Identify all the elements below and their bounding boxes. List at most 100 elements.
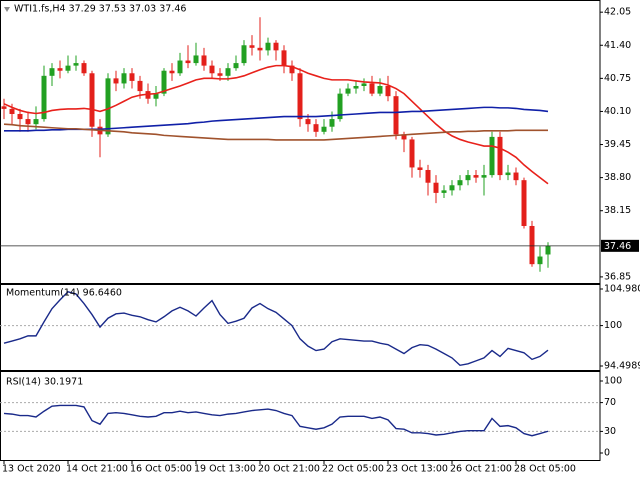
candle-body <box>249 45 255 48</box>
y-tick-label: 30 <box>604 426 616 437</box>
candle-body <box>489 136 495 176</box>
candle-body <box>521 180 527 226</box>
indicator-line <box>3 291 549 367</box>
x-tick-label: 14 Oct 21:00 <box>66 464 128 475</box>
candle-body <box>33 119 39 125</box>
candle-body <box>377 85 383 94</box>
candle-body <box>201 55 207 66</box>
candle-body <box>73 63 79 66</box>
candle-body <box>313 124 319 132</box>
candle-body <box>321 126 327 132</box>
candle-body <box>25 119 31 125</box>
x-tick-label: 20 Oct 21:00 <box>258 464 320 475</box>
candle-body <box>217 73 223 76</box>
y-tick-label: 100 <box>604 376 622 387</box>
candle-body <box>497 136 503 176</box>
candle-body <box>529 225 535 265</box>
candle-body <box>545 245 551 255</box>
y-tick-label: 0 <box>604 448 610 459</box>
y-tick-label: 94.4989 <box>604 361 640 372</box>
candle-body <box>241 45 247 64</box>
candle-body <box>65 65 71 71</box>
price-box <box>601 239 639 252</box>
price-label: 37.46 <box>604 241 631 252</box>
candle-body <box>449 185 455 191</box>
candle-body <box>393 96 399 135</box>
candle-body <box>369 83 375 94</box>
panel-frame <box>0 284 601 371</box>
symbol-icon <box>4 7 10 12</box>
x-tick-label: 22 Oct 05:00 <box>322 464 384 475</box>
candle-body <box>233 63 239 69</box>
candle-body <box>225 68 231 76</box>
y-tick-label: 38.15 <box>604 205 631 216</box>
candle-body <box>473 175 479 178</box>
candle-body <box>465 175 471 181</box>
panel-title: RSI(14) 30.1971 <box>6 377 83 388</box>
candle-body <box>537 256 543 265</box>
candle-body <box>105 78 111 135</box>
y-tick-label: 41.40 <box>604 40 631 51</box>
candle-body <box>81 63 87 74</box>
x-tick-label: 13 Oct 2020 <box>2 464 61 475</box>
x-tick-label: 23 Oct 13:00 <box>386 464 448 475</box>
candle-body <box>153 93 159 99</box>
candle-body <box>209 65 215 74</box>
candle-body <box>185 60 191 64</box>
candle-body <box>505 172 511 176</box>
candle-body <box>361 83 367 86</box>
candle-body <box>289 65 295 74</box>
candle-body <box>17 113 23 120</box>
candle-body <box>129 73 135 81</box>
candle-body <box>169 70 175 74</box>
candle-body <box>337 93 343 120</box>
y-tick-label: 42.05 <box>604 7 631 18</box>
candle-body <box>281 50 287 66</box>
y-tick-label: 39.45 <box>604 139 631 150</box>
indicator-line <box>3 404 549 437</box>
candle-body <box>481 175 487 178</box>
candle-body <box>137 80 143 92</box>
candle-body <box>121 73 127 84</box>
candle-body <box>385 85 391 97</box>
candle-body <box>305 119 311 125</box>
candle-body <box>1 106 7 109</box>
panel-frame <box>0 0 601 284</box>
y-tick-label: 40.75 <box>604 73 631 84</box>
y-tick-label: 100 <box>604 320 622 331</box>
candle-body <box>57 68 63 71</box>
panel-frame <box>0 371 601 461</box>
candle-body <box>9 108 15 114</box>
candle-body <box>161 70 167 94</box>
indicator-line <box>3 64 549 185</box>
x-tick-label: 26 Oct 21:00 <box>450 464 512 475</box>
candle-body <box>297 73 303 120</box>
candle-body <box>457 180 463 186</box>
x-tick-label: 16 Oct 05:00 <box>130 464 192 475</box>
panel-title: Momentum(14) 96.6460 <box>6 288 122 299</box>
candle-body <box>417 167 423 170</box>
candle-body <box>353 85 359 89</box>
candle-body <box>177 60 183 74</box>
x-tick-label: 28 Oct 05:00 <box>514 464 576 475</box>
candle-body <box>49 68 55 76</box>
y-tick-label: 38.80 <box>604 172 631 183</box>
candle-body <box>401 134 407 140</box>
candle-body <box>113 78 119 84</box>
candle-body <box>409 139 415 168</box>
candle-body <box>441 190 447 193</box>
panel-title: WTI1.fs,H4 37.29 37.53 37.03 37.46 <box>14 4 186 15</box>
x-tick-label: 19 Oct 13:00 <box>194 464 256 475</box>
candle-body <box>89 73 95 127</box>
candle-body <box>273 42 279 51</box>
y-tick-label: 104.9802 <box>604 284 640 295</box>
indicator-line <box>3 123 548 141</box>
candle-body <box>257 47 263 51</box>
candle-body <box>193 55 199 64</box>
candle-body <box>329 119 335 127</box>
candle-body <box>433 182 439 193</box>
candle-body <box>345 88 351 94</box>
candle-body <box>513 172 519 181</box>
candle-body <box>425 169 431 183</box>
